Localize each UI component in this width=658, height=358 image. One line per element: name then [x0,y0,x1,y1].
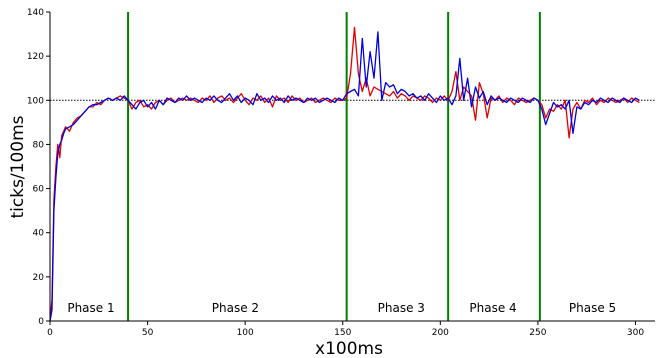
x-tick-label: 150 [334,328,351,338]
x-tick-label: 100 [237,328,254,338]
y-tick-label: 40 [33,229,45,239]
phase-label-layer: Phase 1 Phase 2 Phase 3 Phase 4 Phase 5 [67,301,616,315]
y-axis-title: ticks/100ms [8,115,28,218]
y-tick-label: 140 [27,8,44,18]
y-tick-label: 80 [33,140,45,150]
x-axis-title: x100ms [315,339,383,358]
y-tick-label: 120 [27,52,44,62]
x-tick-label: 250 [529,328,546,338]
phase-label: Phase 2 [212,301,259,315]
series-line-2 [49,31,640,322]
series-line-1 [49,26,640,322]
phase-label: Phase 3 [378,301,425,315]
y-tick-label: 100 [27,96,44,106]
x-tick-label: 200 [432,328,449,338]
y-tick-label: 60 [33,185,45,195]
x-tick-label: 0 [47,328,53,338]
phase-label: Phase 1 [67,301,114,315]
phase-label: Phase 4 [469,301,516,315]
x-tick-label: 300 [627,328,644,338]
phase-boundary-layer [127,12,541,321]
series-layer [49,26,640,322]
axes-layer: 0 20 40 60 80 100 120 140 0 50 100 150 200 250 300 [27,8,655,338]
y-tick-label: 0 [38,317,44,327]
y-tick-label: 20 [33,273,45,283]
phase-label: Phase 5 [569,301,616,315]
x-tick-label: 50 [142,328,154,338]
